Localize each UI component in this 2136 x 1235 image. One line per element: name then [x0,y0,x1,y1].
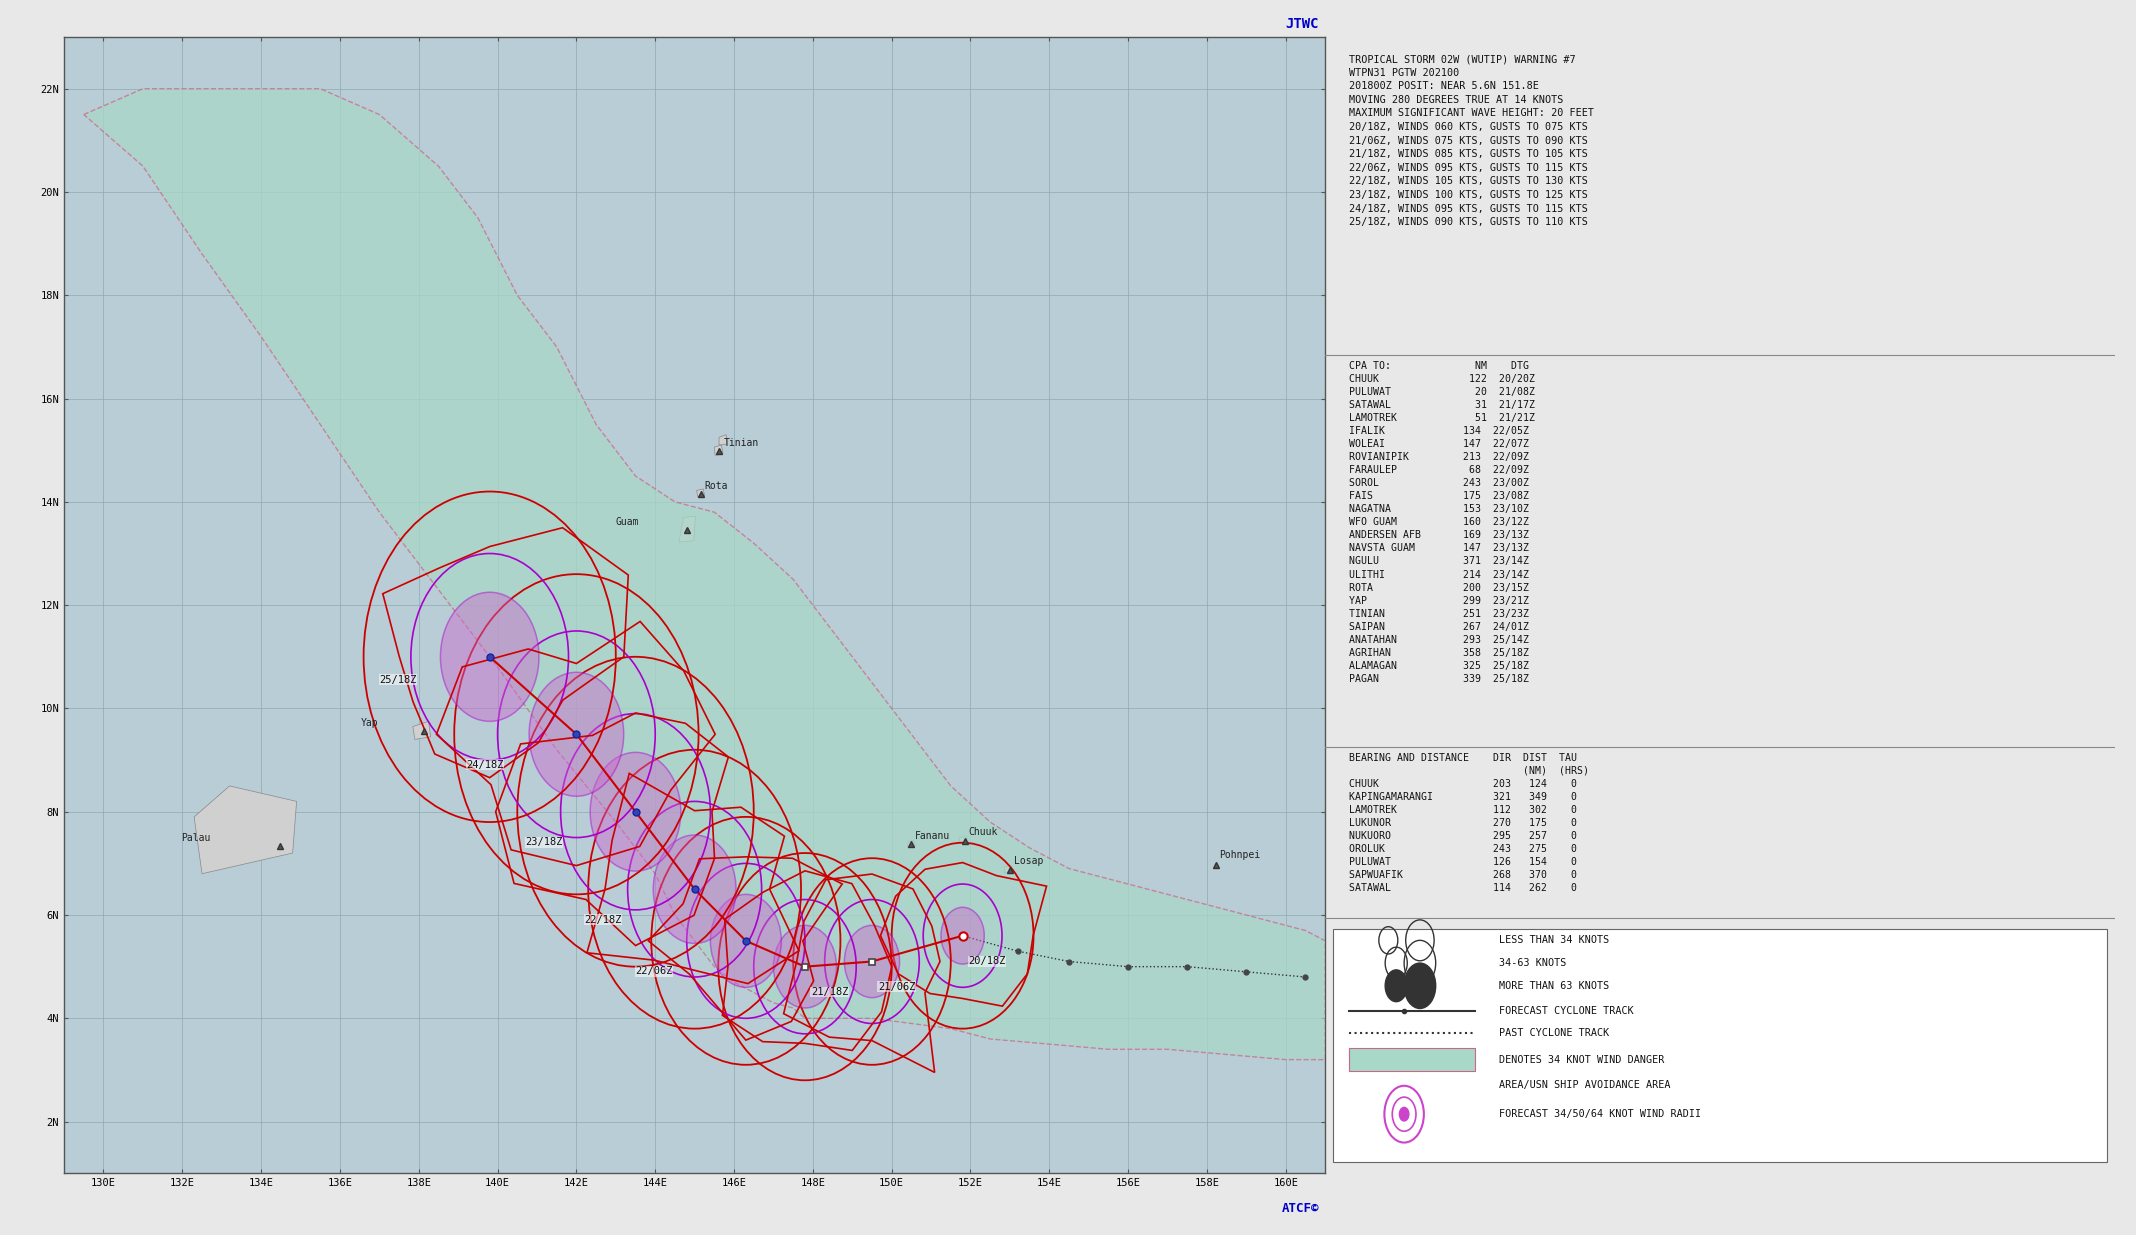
Text: MORE THAN 63 KNOTS: MORE THAN 63 KNOTS [1499,981,1608,990]
Text: FORECAST CYCLONE TRACK: FORECAST CYCLONE TRACK [1499,1005,1634,1015]
Text: 21/18Z: 21/18Z [812,987,848,997]
Text: 23/18Z: 23/18Z [525,837,562,847]
Text: 22/18Z: 22/18Z [585,915,622,925]
FancyBboxPatch shape [1348,1049,1476,1071]
Circle shape [773,925,837,1008]
Polygon shape [908,840,916,848]
Polygon shape [713,445,722,456]
Polygon shape [696,489,705,496]
Text: 24/18Z: 24/18Z [466,760,504,769]
Text: 21/06Z: 21/06Z [878,982,916,992]
Text: CPA TO:              NM    DTG
CHUUK               122  20/20Z
PULUWAT          : CPA TO: NM DTG CHUUK 122 20/20Z PULUWAT [1348,361,1536,684]
Text: AREA/USN SHIP AVOIDANCE AREA: AREA/USN SHIP AVOIDANCE AREA [1499,1079,1670,1089]
Text: DENOTES 34 KNOT WIND DANGER: DENOTES 34 KNOT WIND DANGER [1499,1055,1664,1065]
Text: 20/18Z: 20/18Z [968,956,1006,966]
Text: BEARING AND DISTANCE    DIR  DIST  TAU
                             (NM)  (HRS)
: BEARING AND DISTANCE DIR DIST TAU (NM) (… [1348,753,1589,893]
Circle shape [942,908,985,965]
Circle shape [654,835,737,944]
Circle shape [440,593,538,721]
Text: Guam: Guam [615,517,639,527]
Text: Pohnpei: Pohnpei [1220,850,1260,860]
Circle shape [1403,963,1435,1009]
Text: Rota: Rota [705,480,728,492]
Text: Yap: Yap [361,718,378,727]
Text: Fananu: Fananu [916,831,951,841]
Text: Chuuk: Chuuk [968,827,998,837]
Text: PAST CYCLONE TRACK: PAST CYCLONE TRACK [1499,1029,1608,1039]
Circle shape [590,752,681,871]
Text: JTWC: JTWC [1286,17,1318,31]
Text: Palau: Palau [182,832,211,842]
Circle shape [1384,969,1408,1002]
Circle shape [1399,1108,1410,1121]
Polygon shape [679,516,696,542]
Text: TROPICAL STORM 02W (WUTIP) WARNING #7
WTPN31 PGTW 202100
201800Z POSIT: NEAR 5.6: TROPICAL STORM 02W (WUTIP) WARNING #7 WT… [1348,54,1593,227]
Polygon shape [1004,866,1012,873]
Polygon shape [194,785,297,873]
Circle shape [844,925,899,998]
Text: 25/18Z: 25/18Z [380,674,417,684]
Polygon shape [412,721,431,740]
FancyBboxPatch shape [1333,929,2106,1162]
Polygon shape [720,435,726,445]
Polygon shape [83,89,1324,1060]
Text: LESS THAN 34 KNOTS: LESS THAN 34 KNOTS [1499,935,1608,945]
Text: Losap: Losap [1015,856,1042,867]
Text: 34-63 KNOTS: 34-63 KNOTS [1499,958,1566,968]
Circle shape [530,672,624,797]
Text: FORECAST 34/50/64 KNOT WIND RADII: FORECAST 34/50/64 KNOT WIND RADII [1499,1109,1700,1119]
Circle shape [711,894,782,987]
Polygon shape [959,836,968,844]
Text: ATCF©: ATCF© [1282,1202,1318,1215]
Text: 22/06Z: 22/06Z [637,967,673,977]
Text: Tinian: Tinian [724,438,758,448]
